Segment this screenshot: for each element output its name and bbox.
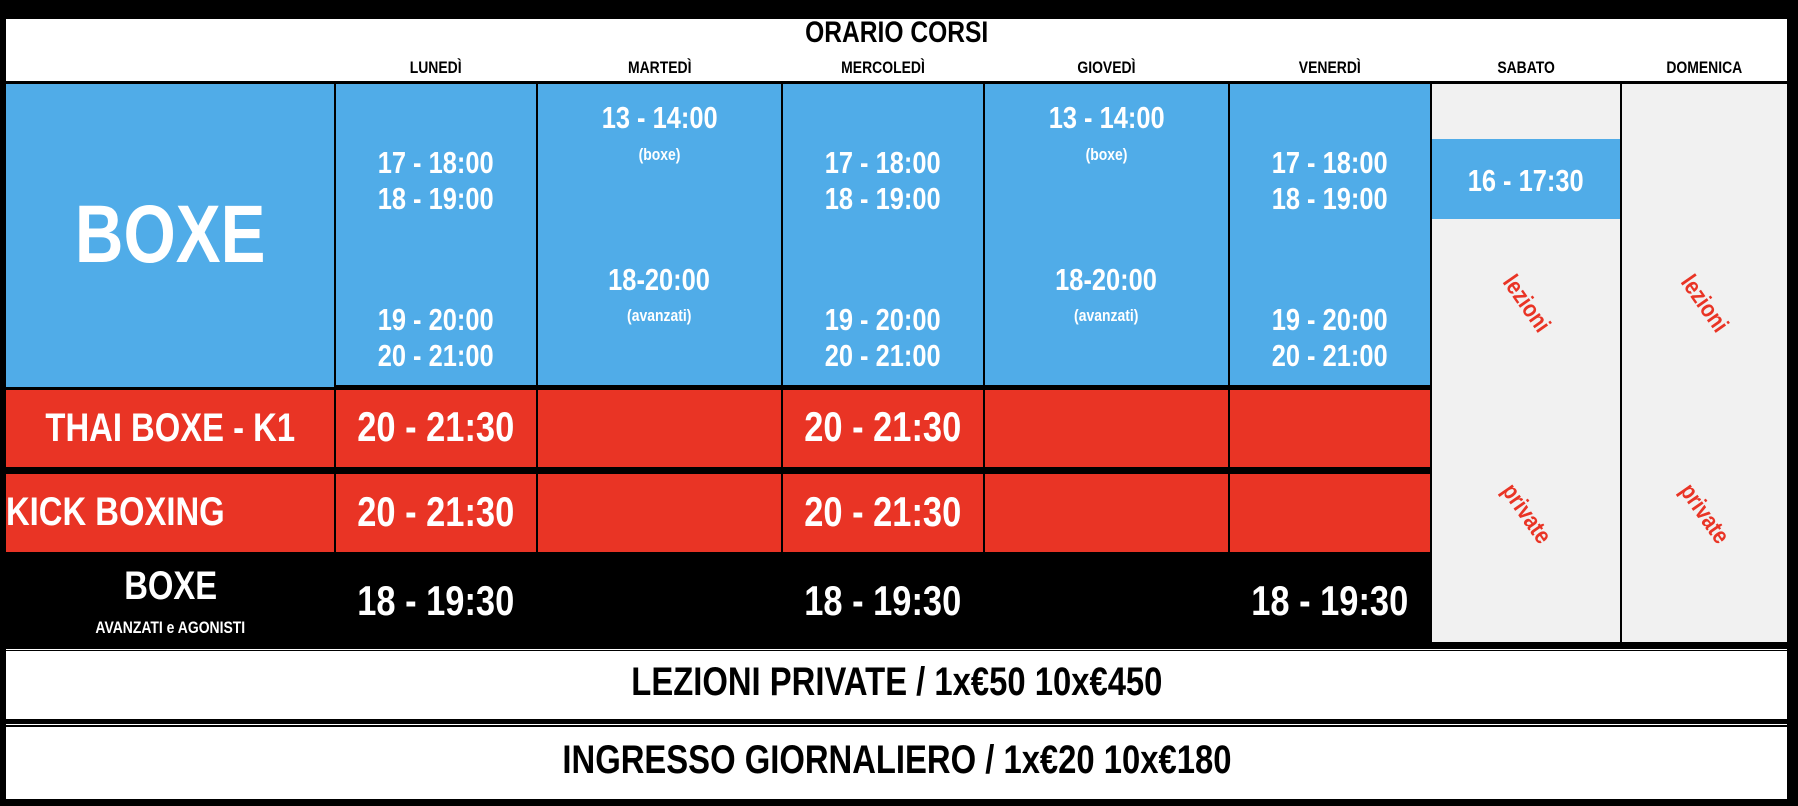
cell-text: MERCOLEDÌ	[841, 58, 925, 77]
thai-mercoledi: 20 - 21:30	[782, 403, 984, 451]
thai-row	[6, 390, 1431, 467]
giovedi-boxe-t2: 18-20:00	[984, 262, 1229, 298]
kick-label: KICK BOXING	[6, 490, 276, 535]
giovedi-boxe-n2: (avanzati)	[984, 306, 1229, 326]
mercoledi-boxe: 17 - 18:00 18 - 19:00	[782, 145, 984, 217]
cell-text: 16 - 17:30	[1468, 163, 1584, 198]
cell-text: 18 - 19:30	[804, 577, 962, 624]
day-venerdi: VENERDÌ	[1229, 58, 1431, 78]
grid-line	[1228, 83, 1230, 553]
cell-text: INGRESSO GIORNALIERO / 1x€20 10x€180	[561, 738, 1232, 782]
private-lessons-text: LEZIONI PRIVATE / 1x€50 10x€450	[6, 660, 1787, 705]
sabato-boxe-cell	[1431, 139, 1621, 219]
giovedi-boxe-t1: 13 - 14:00	[984, 100, 1229, 136]
day-domenica: DOMENICA	[1621, 58, 1787, 78]
cell-text: 20 - 21:00	[378, 338, 494, 373]
cell-text: 18 - 19:00	[378, 181, 494, 216]
thai-lunedi: 20 - 21:30	[335, 403, 537, 451]
daily-entry-text: INGRESSO GIORNALIERO / 1x€20 10x€180	[6, 738, 1787, 783]
cell-text: 18 - 19:30	[357, 577, 515, 624]
lunedi-boxe: 17 - 18:00 18 - 19:00	[335, 145, 537, 217]
cell-text: 13 - 14:00	[1048, 100, 1165, 135]
kick-row	[6, 474, 1431, 552]
cell-text: 17 - 18:00	[1272, 145, 1388, 180]
cell-text: (avanzati)	[1074, 306, 1139, 325]
cell-text: MARTEDÌ	[627, 58, 692, 77]
boxe-label: BOXE	[6, 188, 335, 282]
cell-text: 13 - 14:00	[601, 100, 718, 135]
day-lunedi: LUNEDÌ	[335, 58, 537, 78]
cell-text: 18 - 19:00	[825, 181, 941, 216]
thai-label: THAI BOXE - K1	[6, 406, 335, 451]
cell-text: 20 - 21:00	[1272, 338, 1388, 373]
cell-text: GIOVEDÌ	[1077, 58, 1136, 77]
cell-text: SABATO	[1497, 58, 1555, 77]
cell-text: LUNEDÌ	[410, 58, 462, 77]
cell-text: 19 - 20:00	[1272, 302, 1388, 337]
grid-line	[781, 83, 783, 553]
grid-line	[536, 83, 538, 553]
venerdi-boxe: 17 - 18:00 18 - 19:00	[1229, 145, 1431, 217]
day-mercoledi: MERCOLEDÌ	[782, 58, 984, 78]
day-martedi: MARTEDÌ	[537, 58, 782, 78]
giovedi-boxe-n1: (boxe)	[984, 145, 1229, 165]
cell-text: 18-20:00	[608, 262, 711, 297]
cell-text: (boxe)	[638, 145, 681, 164]
boxe-row	[6, 84, 1431, 387]
kick-mercoledi: 20 - 21:30	[782, 488, 984, 536]
cell-text: 20 - 21:30	[804, 488, 962, 535]
cell-text: LEZIONI PRIVATE / 1x€50 10x€450	[630, 660, 1163, 704]
lunedi-boxe-late: 19 - 20:00 20 - 21:00	[335, 302, 537, 374]
grid-line	[334, 83, 336, 553]
cell-text: 17 - 18:00	[825, 145, 941, 180]
cell-text: BOXE	[75, 189, 266, 280]
cell-text: 18 - 19:00	[1272, 181, 1388, 216]
martedi-boxe-n2: (avanzati)	[537, 306, 782, 326]
header	[6, 19, 1787, 81]
day-sabato: SABATO	[1431, 58, 1621, 78]
grid-line	[1620, 83, 1622, 643]
cell-text: AVANZATI e AGONISTI	[95, 618, 246, 637]
cell-text: (avanzati)	[627, 306, 692, 325]
martedi-boxe-n1: (boxe)	[537, 145, 782, 165]
cell-text: 18 - 19:30	[1251, 577, 1409, 624]
cell-text: VENERDÌ	[1299, 58, 1361, 77]
avanzati-venerdi: 18 - 19:30	[1229, 577, 1431, 625]
page-title: ORARIO CORSI	[6, 16, 1787, 50]
cell-text: 17 - 18:00	[378, 145, 494, 180]
cell-text: (boxe)	[1085, 145, 1128, 164]
cell-text: 20 - 21:30	[357, 403, 515, 450]
martedi-boxe-t1: 13 - 14:00	[537, 100, 782, 136]
avanzati-lunedi: 18 - 19:30	[335, 577, 537, 625]
avanzati-label: BOXE	[6, 564, 335, 609]
cell-text: 19 - 20:00	[378, 302, 494, 337]
row-divider	[335, 385, 1431, 390]
day-giovedi: GIOVEDÌ	[984, 58, 1229, 78]
cell-text: KICK BOXING	[6, 490, 225, 534]
venerdi-boxe-late: 19 - 20:00 20 - 21:00	[1229, 302, 1431, 374]
kick-lunedi: 20 - 21:30	[335, 488, 537, 536]
martedi-boxe-t2: 18-20:00	[537, 262, 782, 298]
avanzati-mercoledi: 18 - 19:30	[782, 577, 984, 625]
daily-entry-bar	[6, 722, 1787, 799]
title-text: ORARIO CORSI	[804, 16, 989, 49]
grid-line	[1430, 83, 1432, 643]
header-divider	[335, 81, 1787, 84]
mercoledi-boxe-late: 19 - 20:00 20 - 21:00	[782, 302, 984, 374]
grid-line	[983, 83, 985, 553]
avanzati-sublabel: AVANZATI e AGONISTI	[6, 618, 335, 638]
cell-text: BOXE	[124, 564, 217, 608]
row-divider	[6, 467, 1431, 474]
cell-text: 20 - 21:30	[357, 488, 515, 535]
cell-text: 20 - 21:30	[804, 403, 962, 450]
private-lessons-bar	[6, 648, 1787, 719]
cell-text: 19 - 20:00	[825, 302, 941, 337]
cell-text: DOMENICA	[1666, 58, 1742, 77]
cell-text: THAI BOXE - K1	[45, 406, 296, 450]
cell-text: 18-20:00	[1055, 262, 1158, 297]
cell-text: 20 - 21:00	[825, 338, 941, 373]
sabato-time: 16 - 17:30	[1431, 163, 1621, 199]
